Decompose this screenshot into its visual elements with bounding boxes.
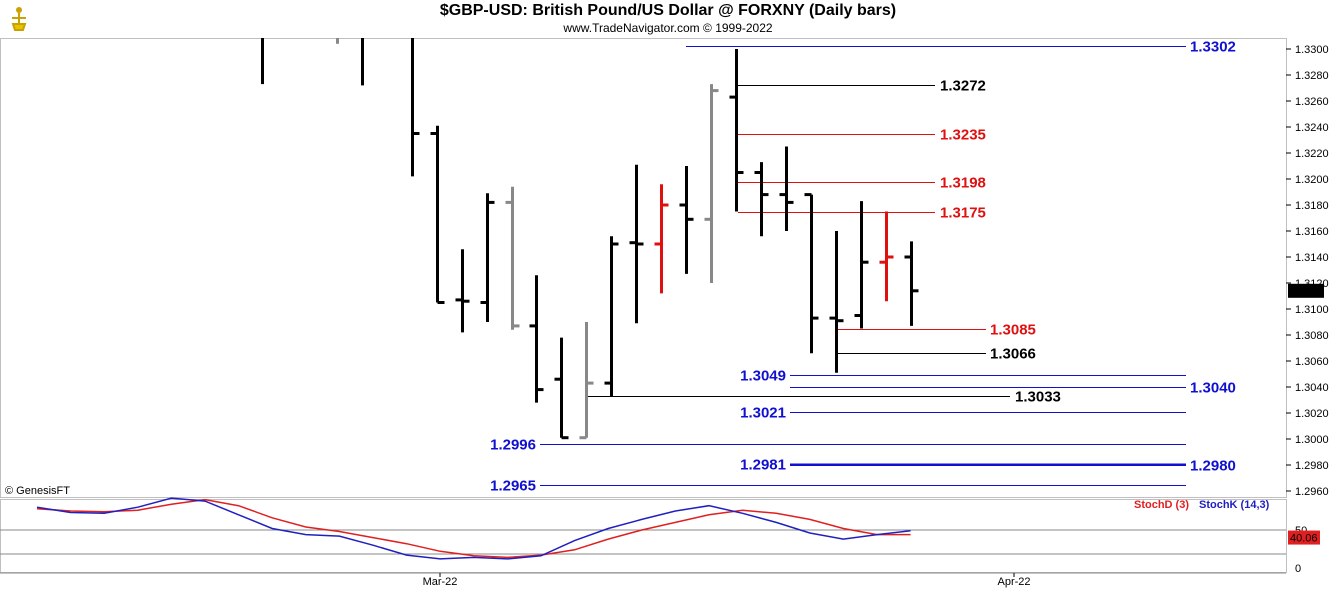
level-label: 1.3049 <box>740 368 786 385</box>
y-tick-label: 1.3020 <box>1295 408 1329 420</box>
y-tick-label: 1.3300 <box>1295 44 1329 56</box>
y-tick-label: 1.3200 <box>1295 174 1329 186</box>
stochd-legend: StochD (3) <box>1134 499 1189 511</box>
level-label: 1.2980 <box>1190 458 1236 475</box>
level-label: 1.3235 <box>940 127 986 144</box>
level-label: 1.3175 <box>940 205 986 222</box>
stochk-legend: StochK (14,3) <box>1199 499 1270 511</box>
stochd-line <box>36 498 911 559</box>
level-lines: 1.3302 1.3272 1.3235 1.3198 1.3175 1.3085 1.30… <box>490 39 1236 495</box>
x-tick-label: Apr-22 <box>997 576 1030 588</box>
y-tick-label: 1.3220 <box>1295 148 1329 160</box>
level-label: 1.2981 <box>740 457 786 474</box>
chart-frame <box>0 38 1287 573</box>
stochastic-last-label: 40.06 <box>1290 533 1318 545</box>
price-bars <box>261 38 919 440</box>
y-tick-label: 1.3060 <box>1295 356 1329 368</box>
level-label: 1.3021 <box>740 405 786 422</box>
level-label: 1.3272 <box>940 78 986 95</box>
y-tick-label: 1.3000 <box>1295 434 1329 446</box>
last-price-label: 1.3114 <box>1290 286 1323 298</box>
level-label: 1.3066 <box>990 346 1036 363</box>
y-tick-label: 1.3160 <box>1295 226 1329 238</box>
y-tick-label: 1.3260 <box>1295 96 1329 108</box>
y-tick-label: 1.3040 <box>1295 382 1329 394</box>
price-panel-border <box>0 38 1287 498</box>
level-label: 1.2965 <box>490 478 536 495</box>
level-label: 1.3085 <box>990 322 1036 339</box>
y-tick-label: 1.3180 <box>1295 200 1329 212</box>
level-label: 1.3040 <box>1190 380 1236 397</box>
x-axis: Mar-22 Apr-22 <box>0 572 1286 588</box>
level-label: 1.3302 <box>1190 39 1236 56</box>
y-tick-label: 1.3080 <box>1295 330 1329 342</box>
stochastic-panel: 50040.06 <box>36 497 1320 575</box>
stochastic-tick-label: 0 <box>1295 563 1301 575</box>
last-price-box <box>1288 283 1324 298</box>
y-tick-label: 1.2960 <box>1295 486 1329 498</box>
stochastic-last-box <box>1288 530 1320 545</box>
y-axis-ticks: 1.3300 1.3280 1.3260 1.3240 1.3220 1.3200 1.31… <box>1286 44 1329 498</box>
level-label: 1.3033 <box>1015 389 1061 406</box>
x-tick-label: Mar-22 <box>423 576 458 588</box>
y-tick-label: 1.3240 <box>1295 122 1329 134</box>
level-label: 1.3198 <box>940 175 986 192</box>
level-label: 1.2996 <box>490 437 536 454</box>
gold-trader-icon <box>11 7 27 31</box>
y-tick-label: 1.3280 <box>1295 70 1329 82</box>
y-tick-label: 1.3140 <box>1295 252 1329 264</box>
stochastic-panel-border <box>0 499 1287 573</box>
y-tick-label: 1.2980 <box>1295 460 1329 472</box>
chart-title: $GBP-USD: British Pound/US Dollar @ FORX… <box>439 2 897 19</box>
chart-subtitle: www.TradeNavigator.com © 1999-2022 <box>563 21 773 35</box>
stochk-line <box>36 497 911 560</box>
y-tick-label: 1.3100 <box>1295 304 1329 316</box>
copyright-label: © GenesisFT <box>5 485 70 497</box>
